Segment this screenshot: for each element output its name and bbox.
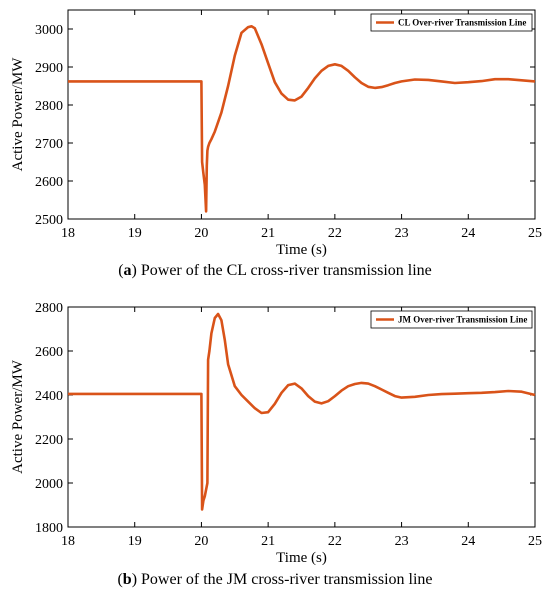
y-tick-label: 1800 bbox=[35, 521, 63, 536]
x-tick-label: 18 bbox=[61, 534, 75, 549]
y-tick-label: 2800 bbox=[35, 301, 63, 316]
legend-box-a bbox=[370, 13, 533, 32]
x-tick-label: 20 bbox=[194, 226, 208, 241]
chart-panel-b: 18 19 20 21 22 23 24 25 1800 2000 2200 2400 2600 2800… bbox=[10, 301, 542, 566]
x-axis-label: Time (s) bbox=[276, 242, 327, 258]
x-tick-label: 24 bbox=[461, 226, 475, 241]
x-tick-label: 24 bbox=[461, 534, 475, 549]
y-tick-label: 2800 bbox=[35, 99, 63, 114]
x-tick-label: 22 bbox=[328, 534, 342, 549]
y-tick-label: 2500 bbox=[35, 213, 63, 228]
y-tick-label: 2700 bbox=[35, 137, 63, 152]
caption-a-text: Power of the CL cross-river transmission… bbox=[140, 262, 432, 279]
caption-a: (a) Power of the CL cross-river transmis… bbox=[118, 262, 432, 279]
y-tick-label: 3000 bbox=[35, 23, 63, 38]
x-tick-label: 21 bbox=[261, 534, 275, 549]
y-axis-label: Active Power/MW bbox=[10, 57, 26, 172]
x-tick-label: 22 bbox=[328, 226, 342, 241]
legend-box-b bbox=[370, 310, 533, 329]
y-tick-label: 2400 bbox=[35, 389, 63, 404]
legend-label-b: JM Over-river Transmission Line bbox=[398, 315, 527, 325]
x-tick-label: 25 bbox=[528, 226, 542, 241]
chart-panel-a: 18 19 20 21 22 23 24 25 2500 2600 2700 2800 2900 3000… bbox=[10, 9, 542, 258]
x-tick-label: 23 bbox=[395, 226, 409, 241]
caption-b-text: Power of the JM cross-river transmission… bbox=[141, 571, 433, 588]
plot-frame-a bbox=[67, 9, 536, 220]
caption-a-letter: a bbox=[123, 262, 132, 279]
series-line-a bbox=[68, 24, 536, 213]
series-line-b bbox=[68, 312, 536, 511]
y-tick-label: 2900 bbox=[35, 61, 63, 76]
x-axis-label: Time (s) bbox=[276, 550, 327, 566]
x-tick-label: 23 bbox=[395, 534, 409, 549]
x-tick-label: 25 bbox=[528, 534, 542, 549]
y-tick-label: 2000 bbox=[35, 477, 63, 492]
x-tick-label: 19 bbox=[128, 226, 142, 241]
caption-b: (b) Power of the JM cross-river transmis… bbox=[117, 571, 433, 588]
y-tick-label: 2600 bbox=[35, 175, 63, 190]
x-tick-label: 21 bbox=[261, 226, 275, 241]
x-tick-label: 20 bbox=[194, 534, 208, 549]
plot-frame-b bbox=[67, 306, 536, 528]
y-tick-label: 2600 bbox=[35, 345, 63, 360]
y-axis-label: Active Power/MW bbox=[10, 359, 26, 474]
legend-label-a: CL Over-river Transmission Line bbox=[398, 18, 526, 28]
x-tick-label: 18 bbox=[61, 226, 75, 241]
caption-b-letter: b bbox=[122, 571, 132, 588]
x-tick-label: 19 bbox=[128, 534, 142, 549]
y-tick-label: 2200 bbox=[35, 433, 63, 448]
